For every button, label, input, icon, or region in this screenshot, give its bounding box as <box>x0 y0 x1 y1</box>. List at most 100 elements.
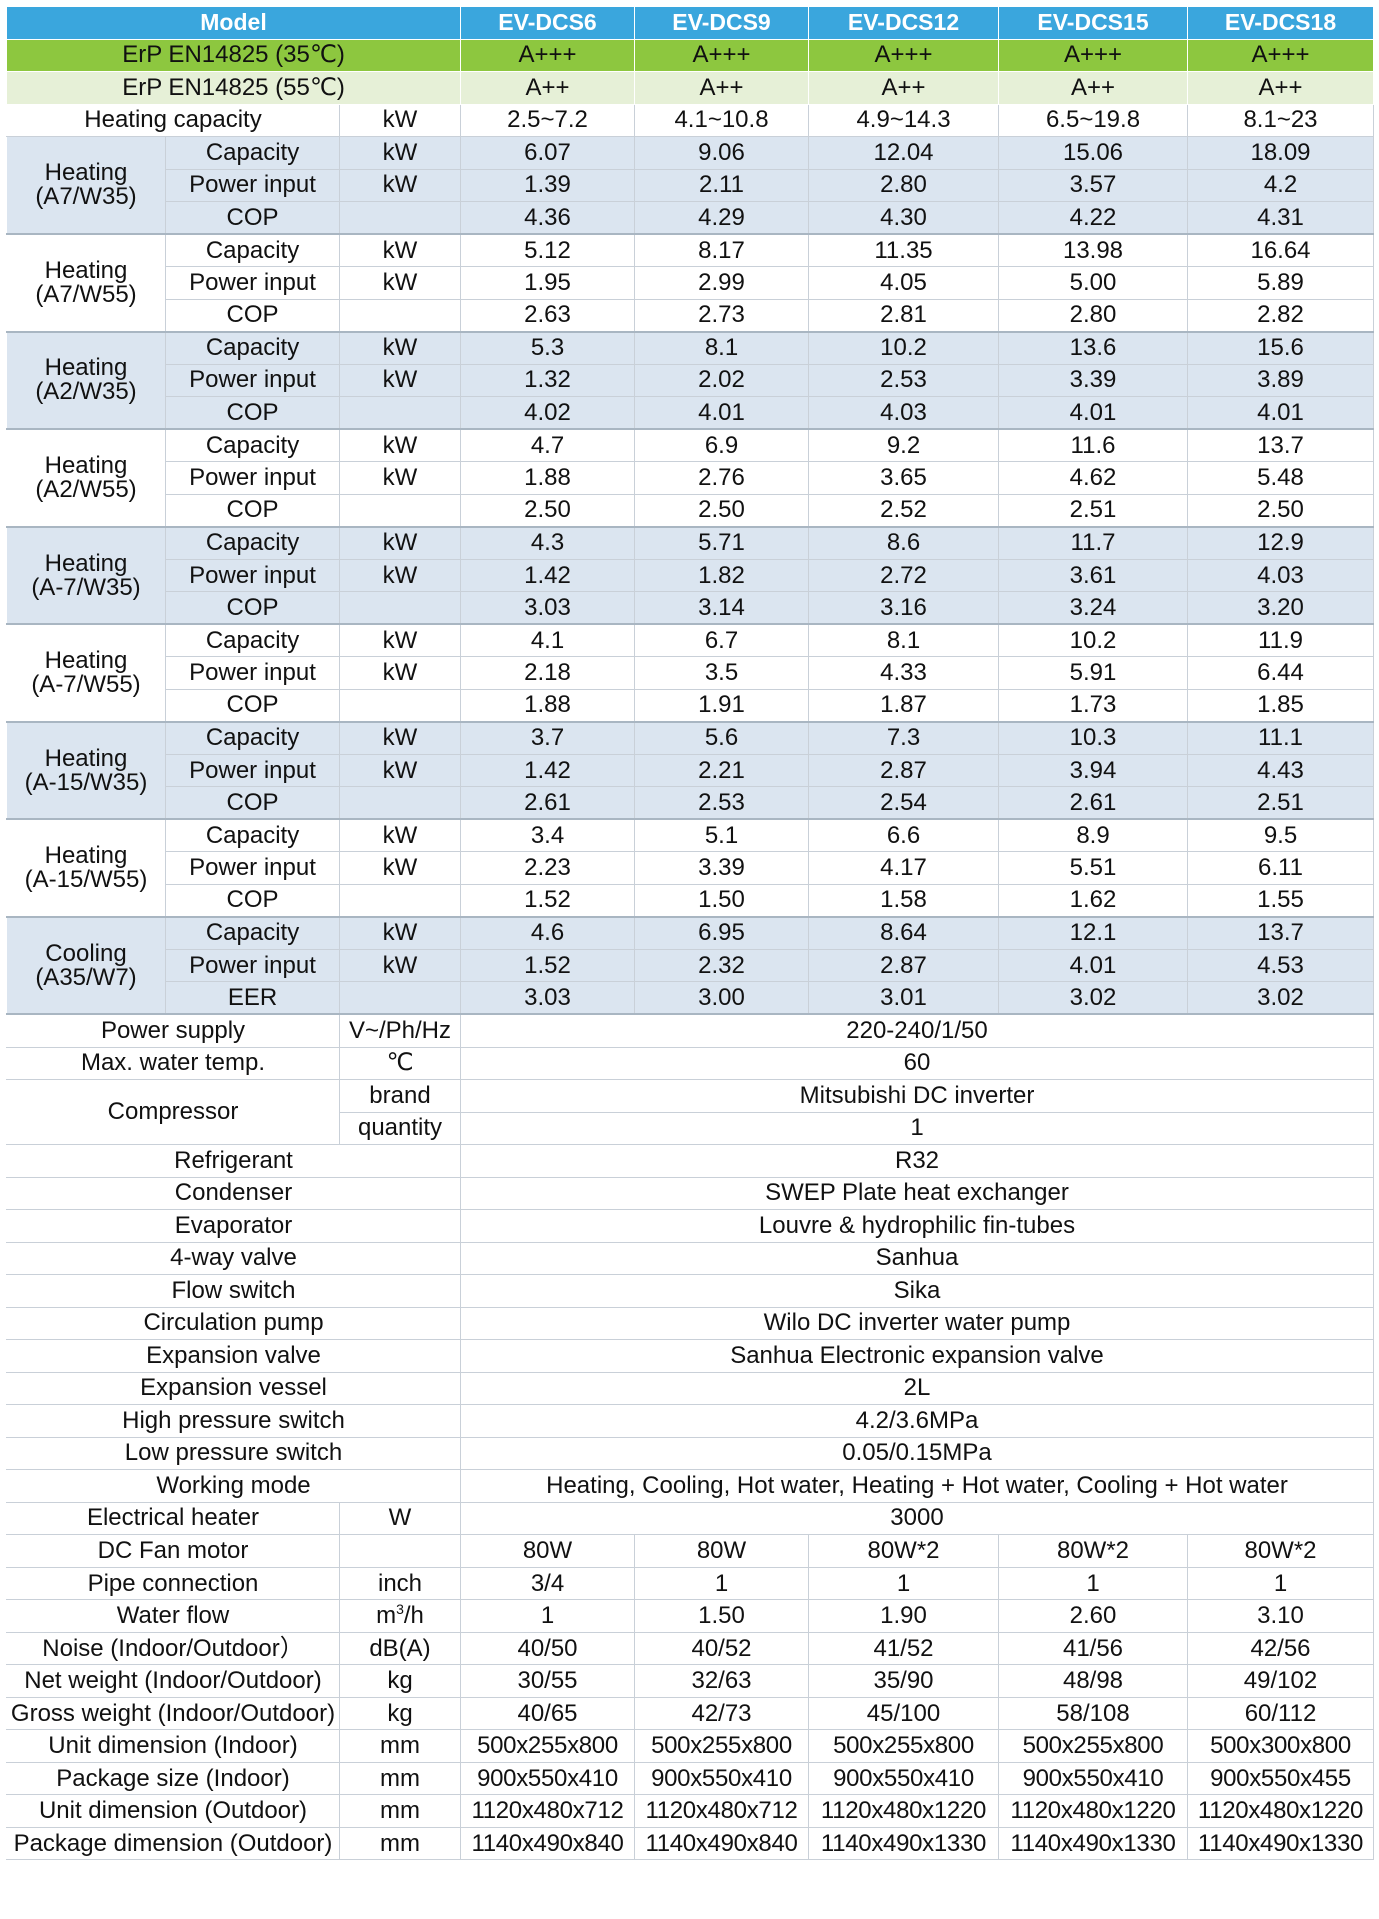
unit-cell: mm <box>339 1729 461 1763</box>
value-cell: 13.7 <box>1187 428 1374 463</box>
spec-row: DC Fan motor 80W 80W 80W*2 80W*2 80W*2 <box>6 1534 1374 1568</box>
value-cell: 2.80 <box>808 168 999 203</box>
value-cell: 5.00 <box>998 266 1188 300</box>
condition-label-line: Cooling <box>45 939 127 967</box>
condition-row: Heating (A7/W35) Capacity kW 6.07 9.06 12.04 15… <box>6 136 1374 236</box>
value-cell: 8.1~23 <box>1187 103 1374 138</box>
value-cell: 10.2 <box>808 331 999 365</box>
row-label: Expansion vessel <box>6 1371 461 1406</box>
condition-row: COP 2.61 2.53 2.54 2.61 2.51 <box>7 786 1374 821</box>
value-cell: 40/65 <box>460 1696 635 1731</box>
condition-label-line: Heating <box>44 744 128 772</box>
value-cell: 8.1 <box>808 623 999 658</box>
condition-label-line: Heating <box>44 549 128 577</box>
value-cell: 2.50 <box>634 493 809 528</box>
value-cell: 11.7 <box>998 526 1188 560</box>
value-cell: 5.89 <box>1187 266 1374 300</box>
header-row: Model EV-DCS6 EV-DCS9 EV-DCS12 EV-DCS15 EV-DC… <box>6 6 1374 40</box>
value-cell: 2.73 <box>634 298 809 333</box>
value-cell: 58/108 <box>998 1696 1188 1731</box>
unit-cell: kW <box>339 363 461 398</box>
metric-label: Power input <box>165 558 340 593</box>
unit-cell: mm <box>339 1761 461 1796</box>
shared-value: 60 <box>460 1046 1374 1081</box>
row-label: ErP EN14825 (55℃) <box>6 71 461 105</box>
value-cell: 4.1 <box>460 623 635 658</box>
value-cell: 18.09 <box>1187 136 1374 170</box>
value-cell: 2.81 <box>808 298 999 333</box>
metric-label: Power input <box>165 266 340 300</box>
condition-label-line: (A-7/W35) <box>31 573 141 601</box>
unit-cell: ℃ <box>339 1046 461 1081</box>
value-cell: 2.87 <box>808 753 999 788</box>
value-cell: 13.98 <box>998 233 1188 268</box>
shared-value: SWEP Plate heat exchanger <box>460 1176 1374 1211</box>
unit-cell <box>339 298 461 333</box>
value-cell: 500x255x800 <box>998 1729 1188 1763</box>
value-cell: 2.50 <box>460 493 635 528</box>
row-label: Flow switch <box>6 1274 461 1308</box>
value-cell: 4.62 <box>998 461 1188 495</box>
shared-row: Condenser SWEP Plate heat exchanger <box>6 1176 1374 1211</box>
value-cell: 8.6 <box>808 526 999 560</box>
value-cell: 9.5 <box>1187 818 1374 853</box>
value-cell: 2.76 <box>634 461 809 495</box>
condition-label: Heating (A-15/W35) <box>6 721 166 821</box>
spec-row: Package dimension (Outdoor) mm 1140x490x84… <box>6 1826 1374 1861</box>
value-cell: 6.95 <box>634 916 809 950</box>
value-cell: 30/55 <box>460 1664 635 1698</box>
value-cell: 3.57 <box>998 168 1188 203</box>
value-cell: 1.87 <box>808 688 999 723</box>
row-label: Low pressure switch <box>6 1436 461 1471</box>
value-cell: 4.6 <box>460 916 635 950</box>
condition-label-line: (A-7/W55) <box>31 671 141 699</box>
shared-row: Refrigerant R32 <box>6 1144 1374 1178</box>
value-cell: 45/100 <box>808 1696 999 1731</box>
metric-label: EER <box>165 981 340 1016</box>
value-cell: 32/63 <box>634 1664 809 1698</box>
condition-label-line: (A-15/W35) <box>24 768 148 796</box>
shared-row: High pressure switch 4.2/3.6MPa <box>6 1404 1374 1438</box>
value-cell: 10.3 <box>998 721 1188 755</box>
value-cell: 1 <box>808 1566 999 1601</box>
value-cell: 3.02 <box>1187 981 1374 1016</box>
value-cell: 2.52 <box>808 493 999 528</box>
value-cell: 2.82 <box>1187 298 1374 333</box>
compressor-brand-row: Compressor brand Mitsubishi DC inverter <box>6 1079 1374 1146</box>
metric-label: COP <box>165 201 340 236</box>
value-cell: 80W <box>460 1534 635 1568</box>
value-cell: A+++ <box>460 38 635 73</box>
value-cell: 900x550x410 <box>808 1761 999 1796</box>
value-cell: 1140x490x840 <box>460 1826 635 1861</box>
value-cell: 1120x480x1220 <box>808 1794 999 1828</box>
value-cell: 9.06 <box>634 136 809 170</box>
value-cell: 500x300x800 <box>1187 1729 1374 1763</box>
value-cell: 2.87 <box>808 948 999 983</box>
value-cell: 80W <box>634 1534 809 1568</box>
unit-cell: W <box>339 1501 461 1536</box>
metric-label: Power input <box>165 656 340 690</box>
value-cell: 5.71 <box>634 526 809 560</box>
condition-label-line: (A7/W35) <box>35 183 137 211</box>
value-cell: 3.00 <box>634 981 809 1016</box>
value-cell: 3.16 <box>808 591 999 626</box>
value-cell: 1.42 <box>460 558 635 593</box>
unit-cell: kW <box>339 526 461 560</box>
row-label: Heating capacity <box>6 103 340 138</box>
value-cell: 1140x490x1330 <box>808 1826 999 1861</box>
condition-label: Heating (A7/W55) <box>6 233 166 333</box>
value-cell: 80W*2 <box>1187 1534 1374 1568</box>
unit-cell: kW <box>339 623 461 658</box>
value-cell: A++ <box>1187 71 1374 105</box>
spec-row: Gross weight (Indoor/Outdoor) kg 40/65 42/7… <box>6 1696 1374 1731</box>
unit-cell: kW <box>339 461 461 495</box>
unit-cell: kW <box>339 721 461 755</box>
row-label: Pipe connection <box>6 1566 340 1601</box>
row-label: Package size (Indoor) <box>6 1761 340 1796</box>
value-cell: 3.03 <box>460 981 635 1016</box>
shared-value: 2L <box>460 1371 1374 1406</box>
value-cell: 4.36 <box>460 201 635 236</box>
value-cell: 1.50 <box>634 883 809 918</box>
condition-row: Power input kW 1.88 2.76 3.65 4.62 5.48 <box>7 461 1374 495</box>
value-cell: 80W*2 <box>998 1534 1188 1568</box>
